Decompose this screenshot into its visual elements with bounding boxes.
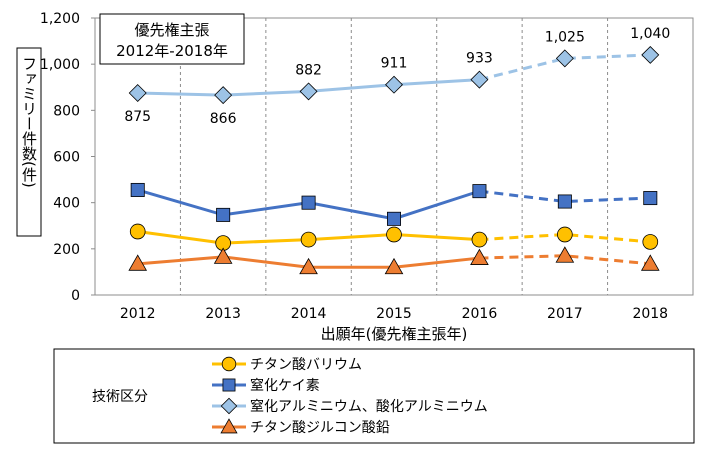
data-point (470, 248, 489, 265)
chart-subtitle: 2012年-2018年 (116, 42, 228, 60)
y-tick-label: 600 (53, 150, 80, 166)
x-tick-label: 2018 (632, 306, 668, 322)
data-point (213, 247, 233, 264)
data-point (386, 226, 402, 243)
data-point (557, 226, 573, 243)
series-line-dashed (479, 233, 651, 244)
x-tick-label: 2013 (205, 306, 241, 322)
data-point (641, 45, 660, 64)
data-point (299, 82, 318, 101)
legend-marker (221, 356, 237, 372)
x-axis-label: 出願年(優先権主張年) (321, 325, 468, 343)
legend-marker (222, 378, 236, 392)
data-point (471, 231, 488, 248)
series-line-dashed (479, 254, 651, 266)
x-tick-label: 2016 (462, 306, 498, 322)
x-tick-label: 2014 (291, 306, 327, 322)
legend-label: チタン酸バリウム (250, 357, 362, 373)
legend-item: チタン酸バリウム (212, 356, 362, 373)
data-point (384, 257, 404, 275)
legend-marker (220, 418, 238, 434)
data-point (214, 86, 233, 105)
x-tick-label: 2012 (120, 306, 156, 322)
data-point (470, 70, 489, 89)
y-tick-label: 1,000 (40, 57, 80, 73)
x-tick-label: 2017 (547, 306, 583, 322)
series-1 (130, 182, 658, 226)
series-2 (128, 45, 660, 105)
data-label: 882 (295, 62, 322, 78)
data-label: 911 (381, 56, 408, 72)
data-label: 1,025 (545, 29, 585, 45)
data-point (472, 184, 487, 199)
x-tick-label: 2015 (376, 306, 412, 322)
data-point (299, 257, 318, 275)
y-axis-label-box (16, 47, 42, 237)
data-label: 875 (124, 109, 151, 125)
data-point (128, 84, 147, 102)
data-point (640, 254, 660, 271)
y-tick-label: 400 (53, 196, 80, 212)
title-box (99, 13, 245, 65)
legend-title: 技術区分 (92, 389, 148, 405)
data-label: 933 (466, 51, 493, 67)
y-tick-label: 1,200 (40, 11, 80, 27)
data-point (216, 207, 231, 222)
legend-label: チタン酸ジルコン酸鉛 (250, 420, 390, 436)
data-point (557, 194, 572, 209)
data-point (129, 223, 146, 240)
legend-label: 窒化ケイ素 (250, 377, 320, 394)
data-point (385, 75, 403, 94)
y-axis-label: ファミリー件数(件) (20, 56, 38, 188)
chart-title: 優先権主張 (134, 21, 209, 39)
series-line-dashed (479, 189, 651, 204)
data-point (386, 211, 401, 226)
series-0 (129, 223, 659, 251)
legend-label: 窒化アルミニウム、酸化アルミニウム (250, 398, 488, 415)
y-tick-label: 0 (71, 288, 80, 304)
data-label: 866 (210, 111, 237, 127)
y-tick-label: 200 (53, 242, 80, 258)
legend-marker (220, 397, 238, 415)
data-point (642, 234, 659, 250)
data-point (555, 246, 575, 263)
data-point (300, 231, 317, 248)
legend-item: 窒化ケイ素 (212, 377, 320, 394)
y-tick-label: 800 (53, 103, 80, 119)
data-point (643, 191, 658, 206)
data-label: 1,040 (630, 26, 670, 42)
series-3 (128, 246, 660, 275)
legend-box (53, 348, 695, 444)
data-point (301, 195, 316, 210)
data-point (128, 254, 148, 271)
legend-item: 窒化アルミニウム、酸化アルミニウム (212, 397, 488, 415)
data-point (555, 49, 574, 68)
data-point (130, 182, 145, 197)
legend-item: チタン酸ジルコン酸鉛 (212, 418, 390, 436)
